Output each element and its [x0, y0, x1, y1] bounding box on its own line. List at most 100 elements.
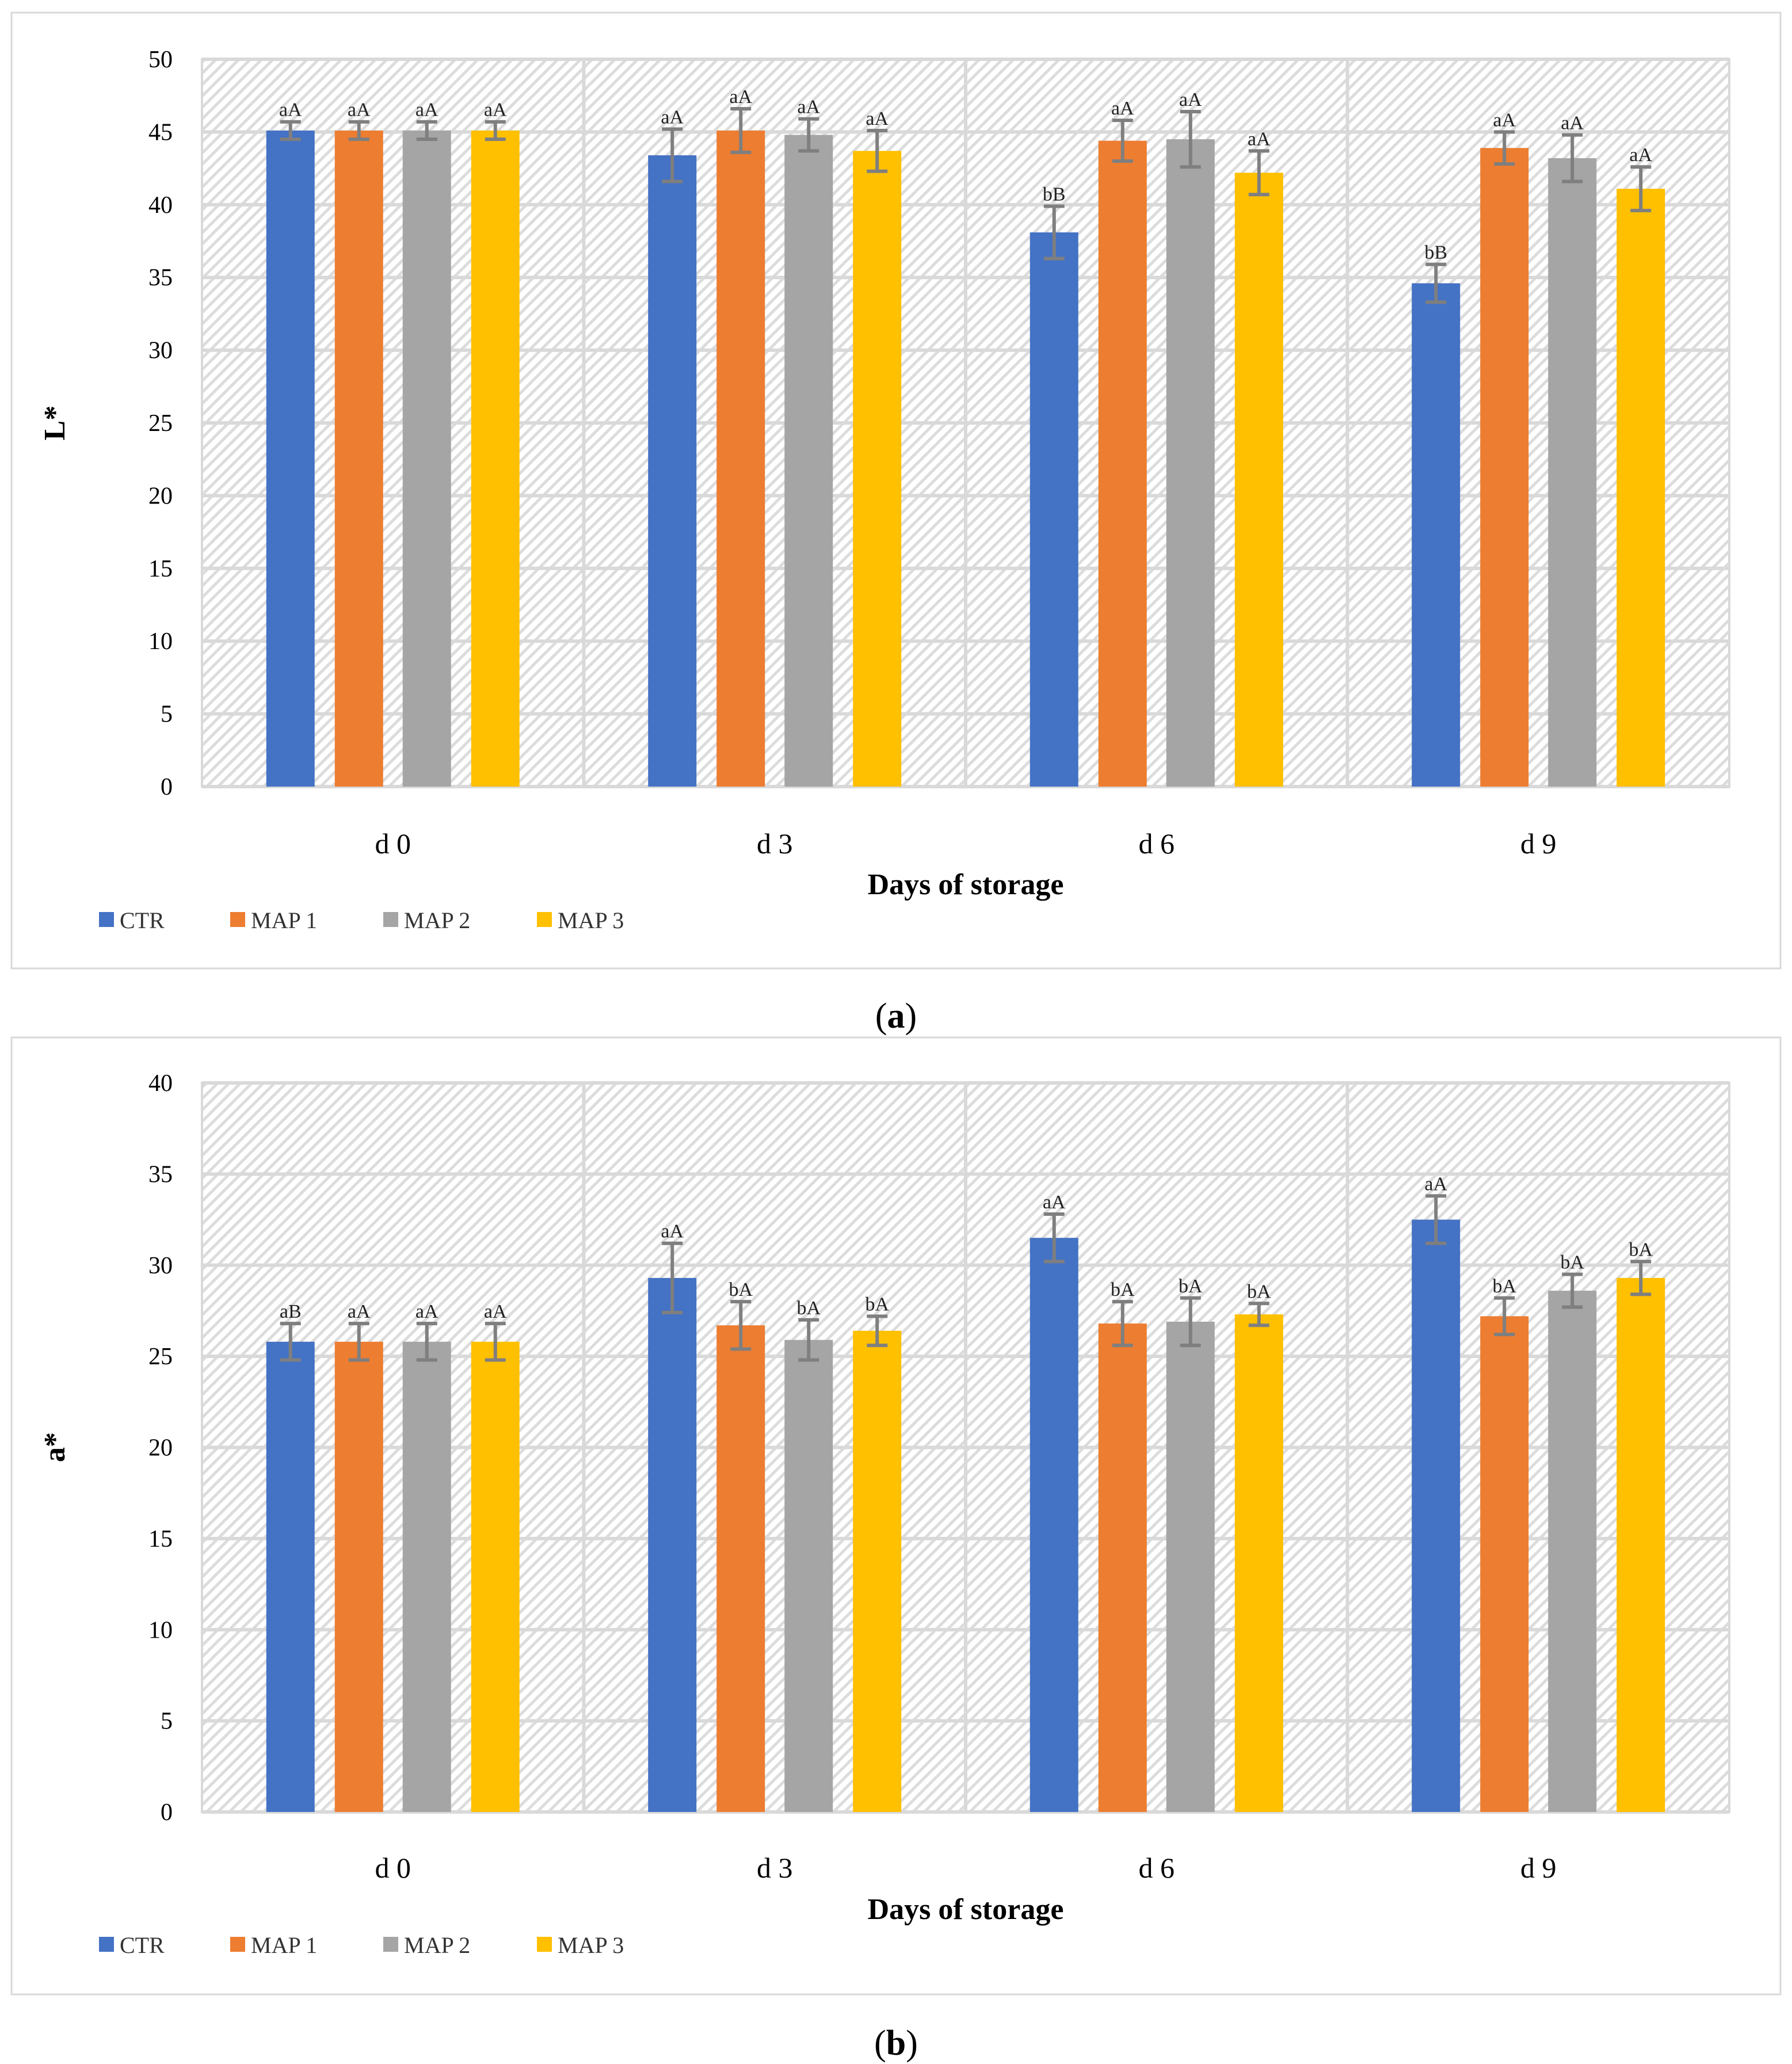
- y-tick-label: 35: [148, 1161, 173, 1188]
- bar-map-2: [1548, 158, 1597, 787]
- y-tick-label: 0: [161, 774, 173, 800]
- y-tick-label: 20: [148, 1435, 173, 1462]
- legend-swatch: [383, 1937, 398, 1952]
- legend: CTR MAP 1 MAP 2 MAP 3: [99, 907, 624, 933]
- legend-label: MAP 2: [404, 907, 470, 933]
- significance-label: bA: [1179, 1276, 1203, 1297]
- y-axis-title: a*: [39, 1432, 71, 1462]
- bar-ctr: [1030, 232, 1078, 787]
- y-tick-label: 10: [148, 1617, 173, 1643]
- panel-label: (a): [875, 997, 917, 1036]
- significance-label: aA: [348, 100, 371, 121]
- y-tick-label: 30: [148, 1253, 173, 1279]
- bar-map-2: [1548, 1291, 1597, 1812]
- significance-label: bA: [1492, 1276, 1516, 1297]
- significance-label: bB: [1043, 184, 1066, 205]
- bar-ctr: [1412, 283, 1461, 787]
- legend-label: MAP 1: [251, 907, 317, 933]
- y-axis-title: L*: [39, 406, 71, 441]
- legend-swatch: [383, 912, 398, 927]
- y-tick-label: 45: [148, 119, 173, 146]
- y-tick-label: 25: [148, 1344, 173, 1370]
- significance-label: bA: [1629, 1239, 1653, 1260]
- bar-ctr: [648, 1277, 697, 1812]
- significance-label: aA: [484, 100, 507, 121]
- bar-map-1: [1480, 1316, 1529, 1812]
- significance-label: aA: [661, 106, 684, 128]
- legend-label: CTR: [120, 1932, 165, 1958]
- significance-label: aA: [1179, 89, 1202, 110]
- significance-label: aA: [1111, 98, 1134, 119]
- bar-ctr: [1030, 1238, 1078, 1812]
- significance-label: aA: [484, 1301, 507, 1322]
- significance-label: aA: [415, 1301, 439, 1322]
- bar-map-3: [471, 1341, 520, 1812]
- bar-ctr: [1412, 1219, 1461, 1812]
- y-tick-label: 15: [148, 556, 173, 582]
- bar-ctr: [266, 130, 315, 787]
- significance-label: aB: [280, 1301, 302, 1322]
- x-category-label: d 6: [1139, 1852, 1175, 1884]
- legend-swatch: [230, 1937, 245, 1952]
- bar-map-2: [784, 135, 833, 787]
- significance-label: bA: [1247, 1281, 1271, 1302]
- y-tick-label: 10: [148, 628, 173, 655]
- bar-map-3: [1616, 1277, 1665, 1812]
- significance-label: aA: [729, 86, 752, 108]
- legend-swatch: [537, 1937, 552, 1952]
- y-tick-label: 40: [148, 1070, 173, 1097]
- significance-label: bB: [1424, 242, 1447, 263]
- legend-label: CTR: [120, 907, 165, 933]
- y-tick-label: 5: [161, 701, 173, 728]
- y-tick-label: 30: [148, 338, 173, 364]
- legend-label: MAP 1: [251, 1932, 317, 1958]
- legend-label: MAP 3: [558, 907, 624, 933]
- x-category-label: d 3: [757, 827, 793, 860]
- bar-map-3: [1616, 188, 1665, 787]
- y-tick-label: 0: [161, 1799, 173, 1826]
- significance-label: aA: [661, 1221, 684, 1242]
- x-category-label: d 0: [375, 1852, 411, 1884]
- bar-map-2: [1166, 139, 1215, 787]
- bar-map-3: [853, 1330, 902, 1812]
- y-tick-label: 5: [161, 1708, 173, 1735]
- x-category-label: d 0: [375, 827, 411, 860]
- significance-label: aA: [1493, 109, 1516, 131]
- bar-map-1: [334, 1341, 383, 1812]
- x-axis-title: Days of storage: [868, 868, 1064, 901]
- y-tick-label: 35: [148, 265, 173, 291]
- legend-label: MAP 3: [558, 1932, 624, 1958]
- y-tick-label: 20: [148, 483, 173, 509]
- significance-label: aA: [1561, 112, 1584, 133]
- x-axis-title: Days of storage: [868, 1893, 1064, 1926]
- significance-label: bA: [865, 1294, 889, 1315]
- significance-label: aA: [415, 100, 439, 121]
- x-category-label: d 9: [1520, 827, 1557, 860]
- bar-map-1: [1098, 1323, 1147, 1812]
- bar-ctr: [648, 155, 697, 787]
- significance-label: bA: [1111, 1279, 1135, 1300]
- significance-label: aA: [866, 108, 889, 129]
- bar-map-1: [1480, 148, 1529, 787]
- significance-label: bA: [729, 1279, 753, 1300]
- legend-swatch: [537, 912, 552, 927]
- bar-map-3: [471, 130, 520, 787]
- legend-swatch: [99, 1937, 114, 1952]
- significance-label: aA: [279, 100, 302, 121]
- y-tick-label: 25: [148, 410, 173, 437]
- significance-label: aA: [1424, 1173, 1447, 1195]
- significance-label: aA: [797, 97, 820, 118]
- bar-map-1: [716, 1325, 765, 1812]
- bar-map-1: [334, 130, 383, 787]
- significance-label: bA: [1560, 1252, 1584, 1273]
- y-tick-label: 40: [148, 192, 173, 219]
- chart-panel-a: 0 5 10 15 20 25 30 35 40 45 50 aA aA bB bB aA aA aA aA aA aA…: [10, 12, 1782, 1036]
- x-category-label: d 6: [1139, 827, 1175, 860]
- bar-map-3: [1234, 1314, 1283, 1812]
- legend-label: MAP 2: [404, 1932, 470, 1958]
- legend-swatch: [230, 912, 245, 927]
- bar-map-2: [1166, 1321, 1215, 1812]
- bar-map-3: [1234, 173, 1283, 787]
- bar-map-3: [853, 151, 902, 787]
